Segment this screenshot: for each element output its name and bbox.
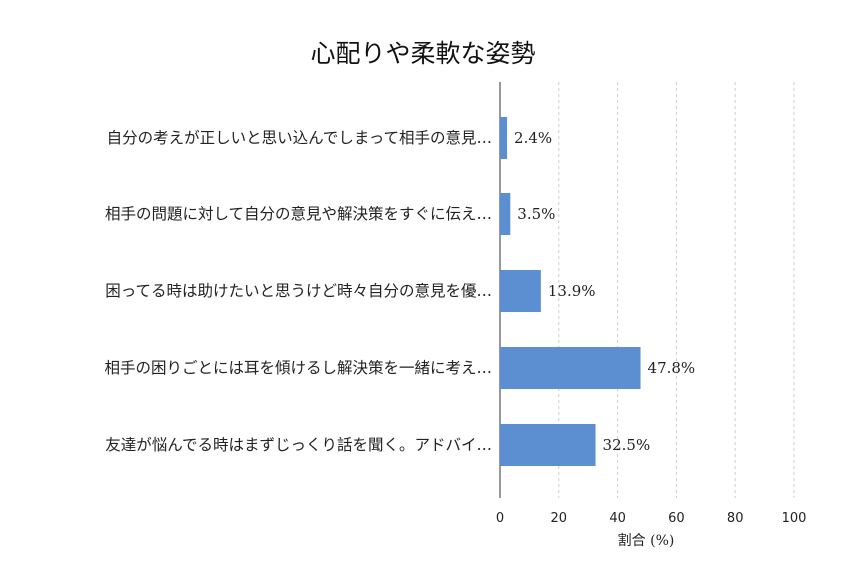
bar (500, 117, 508, 159)
category-label: 相手の問題に対して自分の意見や解決策をすぐに伝え… (105, 204, 492, 223)
x-tick-label: 40 (609, 511, 626, 526)
bar (500, 270, 541, 312)
category-labels: 自分の考えが正しいと思い込んでしまって相手の意見… 相手の問題に対して自分の意見や… (104, 128, 492, 454)
x-axis-title: 割合 (%) (618, 532, 675, 549)
bars (500, 117, 641, 466)
bar (500, 193, 511, 235)
value-label: 47.8% (648, 359, 696, 377)
chart-title: 心配りや柔軟な姿勢 (310, 39, 535, 68)
x-tick-label: 20 (551, 511, 568, 526)
x-tick-label: 60 (668, 511, 685, 526)
category-label: 相手の困りごとには耳を傾けるし解決策を一緒に考え… (104, 359, 492, 377)
value-label: 3.5% (517, 205, 555, 223)
x-tick-label: 0 (496, 511, 504, 526)
value-label: 2.4% (514, 129, 552, 147)
value-label: 32.5% (603, 436, 651, 454)
category-label: 自分の考えが正しいと思い込んでしまって相手の意見… (107, 128, 492, 147)
bar (500, 347, 641, 389)
category-label: 困ってる時は助けたいと思うけど時々自分の意見を優… (105, 281, 492, 300)
value-label: 13.9% (548, 282, 596, 300)
category-label: 友達が悩んでる時はまずじっくり話を聞く。アドバイ… (105, 436, 492, 454)
value-labels: 2.4% 3.5% 13.9% 47.8% 32.5% (514, 129, 695, 454)
bar (500, 424, 596, 466)
x-axis-ticks: 0 20 40 60 80 100 (496, 511, 807, 526)
x-tick-label: 80 (727, 511, 744, 526)
x-tick-label: 100 (782, 511, 807, 526)
